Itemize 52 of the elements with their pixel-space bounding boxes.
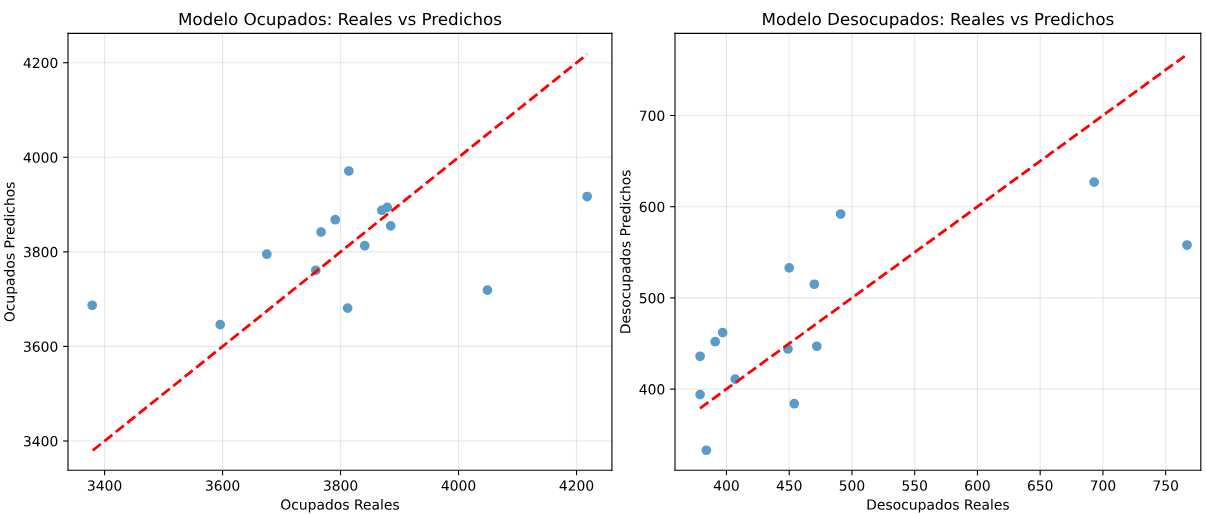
y-tick-label: 3400 [24, 435, 58, 447]
x-tick-label: 450 [776, 480, 802, 491]
x-tick-label: 4200 [559, 480, 594, 491]
point [261, 249, 272, 260]
x-tick-label: 550 [902, 480, 928, 491]
y-axis-title: Ocupados Predichos [3, 182, 18, 322]
point [87, 300, 98, 311]
point [809, 279, 820, 290]
y-axis-title: Desocupados Predichos [619, 170, 634, 333]
x-tick-label: 400 [713, 480, 739, 491]
point [717, 327, 728, 338]
point [382, 202, 393, 213]
point [789, 398, 800, 409]
y-tick-label: 600 [639, 201, 665, 213]
y-tick-label: 3800 [24, 246, 58, 258]
x-tick-label: 700 [1090, 480, 1116, 491]
x-tick-label: 3400 [87, 480, 122, 491]
point [710, 336, 721, 347]
point [482, 285, 493, 296]
point [701, 445, 712, 456]
x-tick-label: 750 [1153, 480, 1179, 491]
chart-title: Modelo Desocupados: Reales vs Predichos [763, 12, 1114, 29]
point [582, 191, 593, 202]
point [316, 227, 326, 237]
point [695, 351, 705, 362]
point [215, 319, 226, 330]
point [1089, 177, 1100, 187]
y-tick-label: 4000 [23, 152, 58, 163]
y-tick-label: 500 [639, 292, 665, 304]
x-axis-title: Desocupados Reales [867, 499, 1009, 513]
chart-title: Modelo Ocupados: Reales vs Predichos [179, 12, 502, 29]
y-tick-label: 700 [639, 110, 665, 121]
point [330, 214, 341, 225]
point [385, 220, 396, 231]
x-tick-label: 4000 [441, 480, 476, 491]
x-tick-label: 3800 [323, 480, 358, 491]
x-tick-label: 3600 [205, 480, 240, 491]
y-tick-label: 400 [639, 384, 665, 395]
point [784, 262, 795, 273]
x-tick-label: 650 [1027, 480, 1053, 491]
x-tick-label: 500 [839, 480, 865, 491]
x-tick-label: 600 [965, 480, 990, 491]
point [342, 303, 353, 313]
x-axis-title: Ocupados Reales [281, 499, 399, 513]
y-tick-label: 4200 [23, 57, 58, 69]
point [811, 341, 822, 352]
point [835, 209, 846, 219]
point [695, 389, 705, 400]
point [343, 166, 354, 176]
point [1182, 240, 1192, 250]
y-tick-label: 3600 [24, 341, 58, 352]
point [359, 240, 370, 251]
